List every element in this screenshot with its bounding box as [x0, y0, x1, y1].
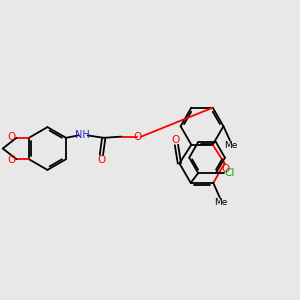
Text: Me: Me: [214, 198, 227, 207]
Text: NH: NH: [75, 130, 90, 140]
Text: O: O: [172, 135, 180, 145]
Text: Me: Me: [224, 141, 237, 150]
Text: O: O: [7, 155, 16, 165]
Text: O: O: [133, 132, 141, 142]
Text: Cl: Cl: [224, 168, 235, 178]
Text: O: O: [97, 155, 106, 165]
Text: O: O: [7, 132, 16, 142]
Text: O: O: [221, 164, 230, 174]
